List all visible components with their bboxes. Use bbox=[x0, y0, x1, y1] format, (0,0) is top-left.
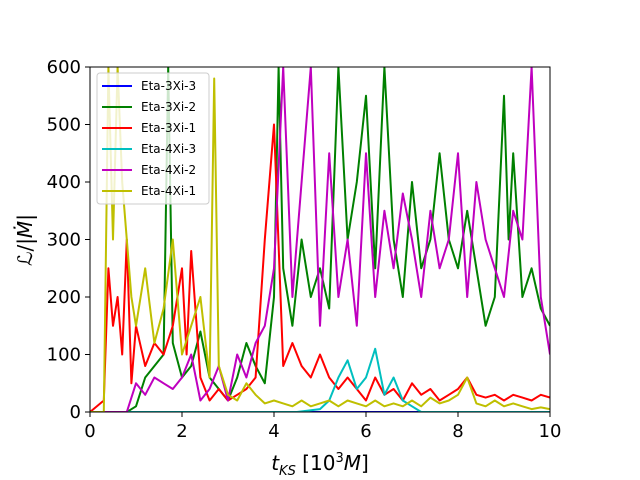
y-tick-label: 400 bbox=[47, 172, 81, 193]
series-line-4 bbox=[90, 347, 550, 412]
legend-label-6: Eta-4Xi-1 bbox=[141, 184, 196, 198]
x-tick-label: 8 bbox=[452, 421, 463, 442]
y-tick-label: 100 bbox=[47, 345, 81, 366]
x-axis-label: tKS [103M] bbox=[271, 451, 369, 479]
y-tick-label: 200 bbox=[47, 287, 81, 308]
legend-label-1: Eta-3Xi-3 bbox=[141, 79, 196, 93]
x-tick-label: 0 bbox=[84, 421, 95, 442]
y-tick-label: 0 bbox=[70, 402, 81, 423]
y-axis-ticks: 0 100 200 300 400 500 600 bbox=[47, 57, 90, 423]
x-tick-label: 10 bbox=[539, 421, 562, 442]
y-tick-label: 600 bbox=[47, 57, 81, 78]
x-tick-label: 6 bbox=[360, 421, 371, 442]
y-axis-label: ℒ/|Ṁ| bbox=[13, 214, 37, 266]
legend-label-3: Eta-3Xi-1 bbox=[141, 121, 196, 135]
series-line-6 bbox=[90, 67, 550, 412]
legend-box bbox=[96, 72, 210, 205]
series-layer bbox=[90, 67, 550, 412]
y-tick-label: 500 bbox=[47, 115, 81, 136]
legend-label-4: Eta-4Xi-3 bbox=[141, 142, 196, 156]
svg-text:ℒ/|Ṁ|: ℒ/|Ṁ| bbox=[13, 214, 37, 266]
legend-label-2: Eta-3Xi-2 bbox=[141, 100, 196, 114]
x-tick-label: 4 bbox=[268, 421, 279, 442]
legend: Eta-3Xi-3 Eta-3Xi-2 Eta-3Xi-1 Eta-4Xi-3 Eta-… bbox=[96, 72, 210, 205]
legend-label-5: Eta-4Xi-2 bbox=[141, 163, 196, 177]
x-axis-ticks: 0 2 4 6 8 10 bbox=[84, 412, 561, 442]
series-line-5 bbox=[90, 67, 550, 412]
y-tick-label: 300 bbox=[47, 230, 81, 251]
x-tick-label: 2 bbox=[176, 421, 187, 442]
